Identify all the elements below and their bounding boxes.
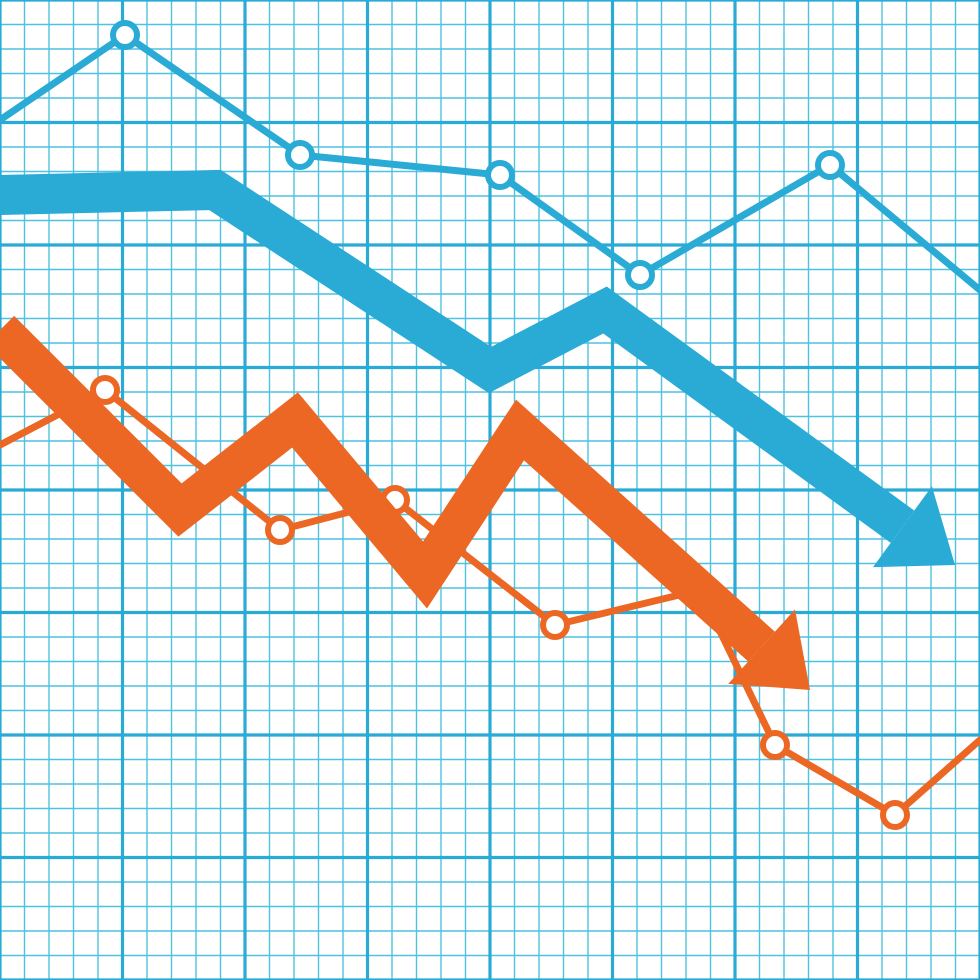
- blue-marker-line-marker: [288, 143, 312, 167]
- orange-marker-line-marker: [268, 518, 292, 542]
- orange-marker-line-marker: [543, 613, 567, 637]
- declining-trend-chart: [0, 0, 980, 980]
- blue-marker-line-marker: [488, 163, 512, 187]
- orange-marker-line-marker: [883, 803, 907, 827]
- blue-marker-line-marker: [818, 153, 842, 177]
- blue-marker-line-marker: [113, 23, 137, 47]
- orange-marker-line-marker: [763, 733, 787, 757]
- blue-marker-line-marker: [628, 263, 652, 287]
